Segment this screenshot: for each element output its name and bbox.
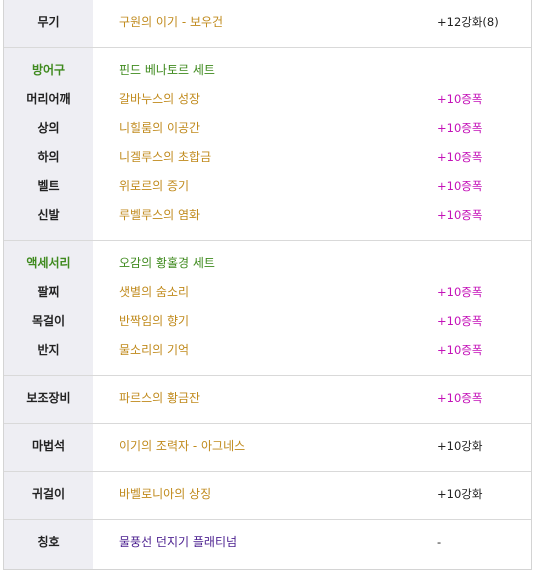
accessory-item-stat: +10증폭 — [437, 314, 483, 328]
accessory-item-row: 반지 물소리의 기억 +10증폭 — [4, 339, 531, 361]
weapon-section: 무기 구원의 이기 - 보우건 +12강화(8) — [4, 0, 531, 47]
armor-item-row: 상의 니힐룸의 이공간 +10증폭 — [4, 117, 531, 139]
accessory-item-row: 팔찌 샛별의 숨소리 +10증폭 — [4, 281, 531, 303]
title-stat: - — [437, 535, 442, 549]
sub-equipment-section: 보조장비 파르스의 황금잔 +10증폭 — [4, 375, 531, 423]
earring-name[interactable]: 바벨로니아의 상징 — [119, 487, 212, 501]
armor-item-label: 신발 — [37, 208, 60, 222]
accessory-item-label: 팔찌 — [37, 285, 60, 299]
weapon-stat: +12강화(8) — [437, 15, 499, 29]
armor-item-row: 머리어깨 갈바누스의 성장 +10증폭 — [4, 88, 531, 110]
armor-item-name[interactable]: 갈바누스의 성장 — [119, 92, 201, 106]
armor-item-name[interactable]: 루벨루스의 염화 — [119, 208, 201, 222]
armor-item-row: 신발 루벨루스의 염화 +10증폭 — [4, 204, 531, 226]
title-row: 칭호 물풍선 던지기 플래티넘 - — [4, 531, 531, 553]
armor-item-name[interactable]: 위로르의 증기 — [119, 179, 190, 193]
accessory-item-label: 반지 — [37, 343, 60, 357]
armor-item-stat: +10증폭 — [437, 179, 483, 193]
accessory-item-row: 목걸이 반짝임의 향기 +10증폭 — [4, 310, 531, 332]
armor-item-stat: +10증폭 — [437, 150, 483, 164]
accessory-set-row: 액세서리 오감의 황홀경 세트 — [4, 252, 531, 274]
accessory-section: 액세서리 오감의 황홀경 세트 팔찌 샛별의 숨소리 +10증폭 목걸이 반짝임… — [4, 240, 531, 375]
magic-stone-name[interactable]: 이기의 조력자 - 아그네스 — [119, 439, 246, 453]
magic-stone-row: 마법석 이기의 조력자 - 아그네스 +10강화 — [4, 435, 531, 457]
accessory-item-stat: +10증폭 — [437, 285, 483, 299]
sub-equipment-row: 보조장비 파르스의 황금잔 +10증폭 — [4, 387, 531, 409]
armor-item-stat: +10증폭 — [437, 208, 483, 222]
magic-stone-label: 마법석 — [31, 439, 66, 453]
weapon-row: 무기 구원의 이기 - 보우건 +12강화(8) — [4, 11, 531, 33]
accessory-item-label: 목걸이 — [31, 314, 66, 328]
accessory-item-name[interactable]: 샛별의 숨소리 — [119, 285, 190, 299]
armor-item-name[interactable]: 니힐룸의 이공간 — [119, 121, 201, 135]
armor-item-row: 하의 니겔루스의 초합금 +10증폭 — [4, 146, 531, 168]
armor-item-stat: +10증폭 — [437, 121, 483, 135]
earring-label: 귀걸이 — [31, 487, 66, 501]
accessory-item-name[interactable]: 물소리의 기억 — [119, 343, 190, 357]
armor-section: 방어구 핀드 베나토르 세트 머리어깨 갈바누스의 성장 +10증폭 상의 니힐… — [4, 47, 531, 240]
armor-item-stat: +10증폭 — [437, 92, 483, 106]
accessory-category-label: 액세서리 — [26, 256, 71, 270]
armor-set-row: 방어구 핀드 베나토르 세트 — [4, 59, 531, 81]
armor-item-label: 상의 — [37, 121, 60, 135]
sub-equipment-stat: +10증폭 — [437, 391, 483, 405]
title-label: 칭호 — [37, 535, 60, 549]
equipment-table: 무기 구원의 이기 - 보우건 +12강화(8) 방어구 핀드 베나토르 세트 … — [3, 0, 532, 570]
title-name[interactable]: 물풍선 던지기 플래티넘 — [119, 535, 238, 549]
accessory-item-name[interactable]: 반짝임의 향기 — [119, 314, 190, 328]
accessory-item-stat: +10증폭 — [437, 343, 483, 357]
title-section: 칭호 물풍선 던지기 플래티넘 - — [4, 519, 531, 569]
magic-stone-section: 마법석 이기의 조력자 - 아그네스 +10강화 — [4, 423, 531, 471]
sub-equipment-label: 보조장비 — [26, 391, 71, 405]
earring-section: 귀걸이 바벨로니아의 상징 +10강화 — [4, 471, 531, 519]
weapon-name[interactable]: 구원의 이기 - 보우건 — [119, 15, 224, 29]
armor-item-label: 벨트 — [37, 179, 60, 193]
armor-category-label: 방어구 — [31, 63, 66, 77]
armor-item-label: 머리어깨 — [26, 92, 71, 106]
accessory-set-name[interactable]: 오감의 황홀경 세트 — [119, 256, 215, 270]
weapon-label: 무기 — [37, 15, 60, 29]
armor-set-name[interactable]: 핀드 베나토르 세트 — [119, 63, 215, 77]
label-column-background — [4, 0, 93, 569]
magic-stone-stat: +10강화 — [437, 439, 483, 453]
earring-stat: +10강화 — [437, 487, 483, 501]
armor-item-label: 하의 — [37, 150, 60, 164]
sub-equipment-name[interactable]: 파르스의 황금잔 — [119, 391, 201, 405]
earring-row: 귀걸이 바벨로니아의 상징 +10강화 — [4, 483, 531, 505]
armor-item-name[interactable]: 니겔루스의 초합금 — [119, 150, 212, 164]
armor-item-row: 벨트 위로르의 증기 +10증폭 — [4, 175, 531, 197]
